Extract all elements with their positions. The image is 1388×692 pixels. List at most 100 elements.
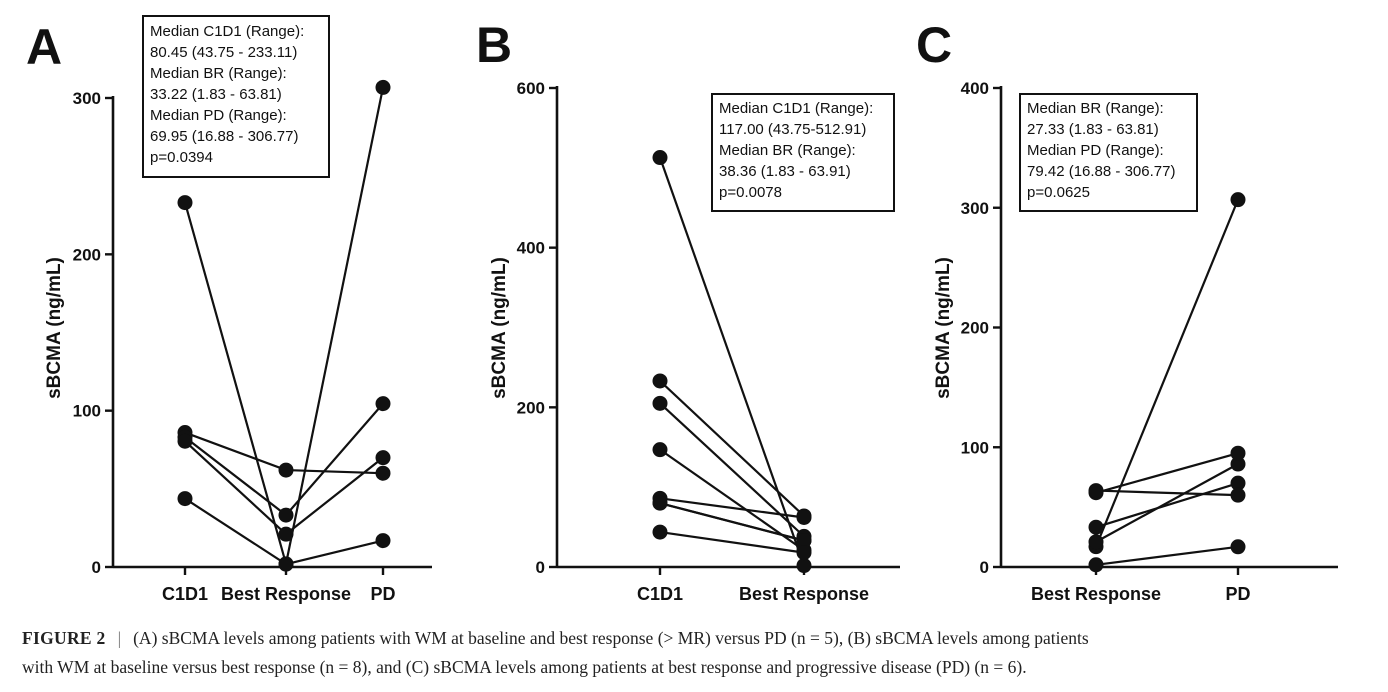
series-line [659, 402, 805, 538]
annotation-line: Median C1D1 (Range): [719, 100, 873, 117]
figure-caption: FIGURE 2 | (A) sBCMA levels among patients… [22, 624, 1367, 682]
annotation-line: p=0.0394 [150, 149, 213, 166]
y-tick-label: 400 [961, 79, 989, 98]
annotation-line: Median BR (Range): [719, 142, 856, 159]
data-point [278, 462, 294, 478]
y-tick-label: 400 [517, 239, 545, 258]
annotation-line: Median C1D1 (Range): [150, 23, 304, 40]
stats-annotation: Median BR (Range): 27.33 (1.83 - 63.81) Me… [1019, 93, 1198, 212]
chart-panel-a: A 0 100 200 300 C1D1 Best Response PD sBCMA (ng/… [26, 15, 432, 604]
y-axis-label: sBCMA (ng/mL) [44, 257, 65, 399]
annotation-line: Median BR (Range): [150, 65, 287, 82]
caption-line-1: FIGURE 2 | (A) sBCMA levels among patients… [22, 624, 1367, 653]
annotation-line: 117.00 (43.75-512.91) [719, 121, 866, 138]
data-point [1230, 456, 1246, 472]
figure-2-charts: A 0 100 200 300 C1D1 Best Response PD sBCMA (ng/… [26, 15, 1338, 604]
chart-panel-b: B 0 200 400 600 C1D1 Best Response sBCMA (ng/mL… [476, 17, 900, 604]
y-tick-label: 0 [92, 558, 101, 577]
y-tick-label: 0 [980, 558, 989, 577]
series-line [1095, 545, 1239, 566]
data-point [1088, 534, 1104, 550]
x-tick-label: C1D1 [637, 584, 683, 604]
data-point [278, 507, 294, 523]
annotation-box [142, 15, 330, 178]
y-tick-label: 100 [961, 438, 989, 457]
x-tick-label: Best Response [739, 584, 869, 604]
data-point [1230, 445, 1246, 461]
series-line [1095, 463, 1239, 543]
y-tick-label: 300 [961, 199, 989, 218]
y-axis-label: sBCMA (ng/mL) [489, 257, 510, 399]
annotation-line: Median PD (Range): [150, 107, 287, 124]
annotation-line: 79.42 (16.88 - 306.77) [1027, 163, 1175, 180]
data-point [652, 150, 668, 166]
series-line [658, 157, 806, 566]
annotation-line: 38.36 (1.83 - 63.91) [719, 163, 851, 180]
data-point [652, 495, 668, 511]
data-point [177, 195, 193, 211]
data-point [1230, 475, 1246, 491]
annotation-line: p=0.0078 [719, 184, 782, 201]
series-line [659, 497, 805, 519]
series-line [1095, 482, 1239, 529]
panel-letter-c: C [916, 17, 952, 73]
y-axis-label: sBCMA (ng/mL) [933, 257, 954, 399]
data-point [375, 533, 391, 549]
data-point [796, 532, 812, 548]
x-tick-label: C1D1 [162, 584, 208, 604]
data-point [177, 433, 193, 449]
annotation-box [711, 93, 895, 212]
x-tick-label: Best Response [1031, 584, 1161, 604]
caption-separator: | [117, 628, 122, 648]
stats-annotation: Median C1D1 (Range): 80.45 (43.75 - 233.1… [142, 15, 330, 178]
data-point [177, 491, 193, 507]
annotation-line: 69.95 (16.88 - 306.77) [150, 128, 298, 145]
annotation-line: Median PD (Range): [1027, 142, 1164, 159]
data-point [796, 558, 812, 574]
series-line [659, 502, 805, 542]
annotation-line: Median BR (Range): [1027, 100, 1164, 117]
caption-text-1: (A) sBCMA levels among patients with WM … [133, 628, 1089, 648]
data-point [1230, 539, 1246, 555]
data-point [652, 395, 668, 411]
data-point [1088, 557, 1104, 573]
data-point [278, 526, 294, 542]
annotation-line: 80.45 (43.75 - 233.11) [150, 44, 297, 61]
y-tick-label: 0 [536, 558, 545, 577]
panel-letter-a: A [26, 19, 62, 75]
x-tick-label: PD [1225, 584, 1250, 604]
chart-panel-c: C 0 100 200 300 400 Best Response PD sBCMA (ng/m… [916, 17, 1338, 604]
data-point [278, 556, 294, 572]
data-point [375, 450, 391, 466]
figure-label: FIGURE 2 [22, 628, 106, 648]
annotation-box [1019, 93, 1198, 212]
y-tick-label: 200 [961, 319, 989, 338]
annotation-line: 27.33 (1.83 - 63.81) [1027, 121, 1159, 138]
series-line [659, 380, 805, 517]
data-point [1088, 483, 1104, 499]
data-point [1230, 192, 1246, 208]
data-point [652, 373, 668, 389]
series-line [659, 530, 805, 554]
annotation-line: 33.22 (1.83 - 63.81) [150, 86, 282, 103]
data-point [1088, 519, 1104, 535]
x-tick-label: PD [370, 584, 395, 604]
series-line [184, 402, 384, 517]
data-point [375, 79, 391, 95]
panel-letter-b: B [476, 17, 512, 73]
y-tick-label: 200 [73, 245, 101, 264]
data-point [652, 524, 668, 540]
annotation-line: p=0.0625 [1027, 184, 1090, 201]
caption-line-2: with WM at baseline versus best response… [22, 657, 1027, 677]
data-point [796, 510, 812, 526]
data-point [1230, 487, 1246, 503]
stats-annotation: Median C1D1 (Range): 117.00 (43.75-512.91… [711, 93, 895, 212]
data-point [375, 396, 391, 412]
x-tick-label: Best Response [221, 584, 351, 604]
y-tick-label: 600 [517, 79, 545, 98]
y-tick-label: 300 [73, 89, 101, 108]
data-point [652, 442, 668, 458]
data-point [375, 465, 391, 481]
series-line [1095, 489, 1239, 497]
y-tick-label: 100 [73, 402, 101, 421]
